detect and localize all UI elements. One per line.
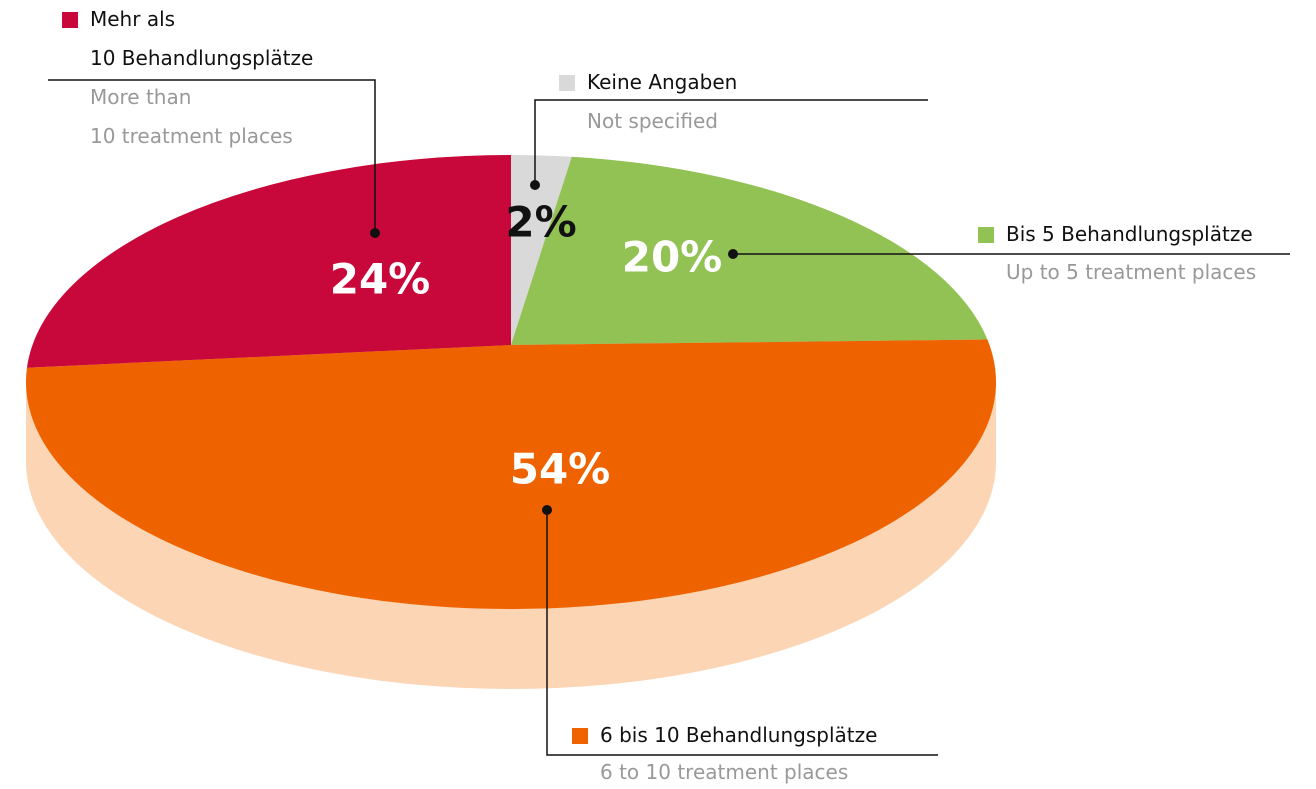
leader-line xyxy=(48,79,376,233)
leader-line xyxy=(534,99,928,185)
legend-swatch xyxy=(978,227,994,243)
leader-line xyxy=(546,510,938,756)
leader-lines xyxy=(48,79,1290,756)
pie-slice xyxy=(511,156,988,345)
legend-sublabel: More than 10 treatment places xyxy=(90,85,293,148)
leader-dots xyxy=(370,180,738,515)
pie-slice xyxy=(26,155,512,368)
legend-label: Keine Angaben xyxy=(587,70,738,94)
legend-swatch xyxy=(62,12,78,28)
legend-label: Mehr als 10 Behandlungsplätze xyxy=(90,7,314,70)
legend-swatch xyxy=(559,75,575,91)
leader-dot xyxy=(542,505,552,515)
legend-sublabel: Not specified xyxy=(587,109,718,133)
legend-label: Bis 5 Behandlungsplätze xyxy=(1006,222,1253,246)
legend-sublabel: 6 to 10 treatment places xyxy=(600,760,849,784)
legend-sublabel: Up to 5 treatment places xyxy=(1006,260,1257,284)
value-label: 20% xyxy=(622,233,723,282)
leader-dot xyxy=(728,249,738,259)
pie-slice xyxy=(25,339,996,609)
leader-dot xyxy=(530,180,540,190)
legend-label: 6 bis 10 Behandlungsplätze xyxy=(600,723,878,747)
leader-dot xyxy=(370,228,380,238)
value-label: 2% xyxy=(505,198,576,247)
value-label: 24% xyxy=(330,255,431,304)
pie-slice xyxy=(511,155,572,345)
legend-swatch xyxy=(572,728,588,744)
value-label: 54% xyxy=(510,445,611,494)
